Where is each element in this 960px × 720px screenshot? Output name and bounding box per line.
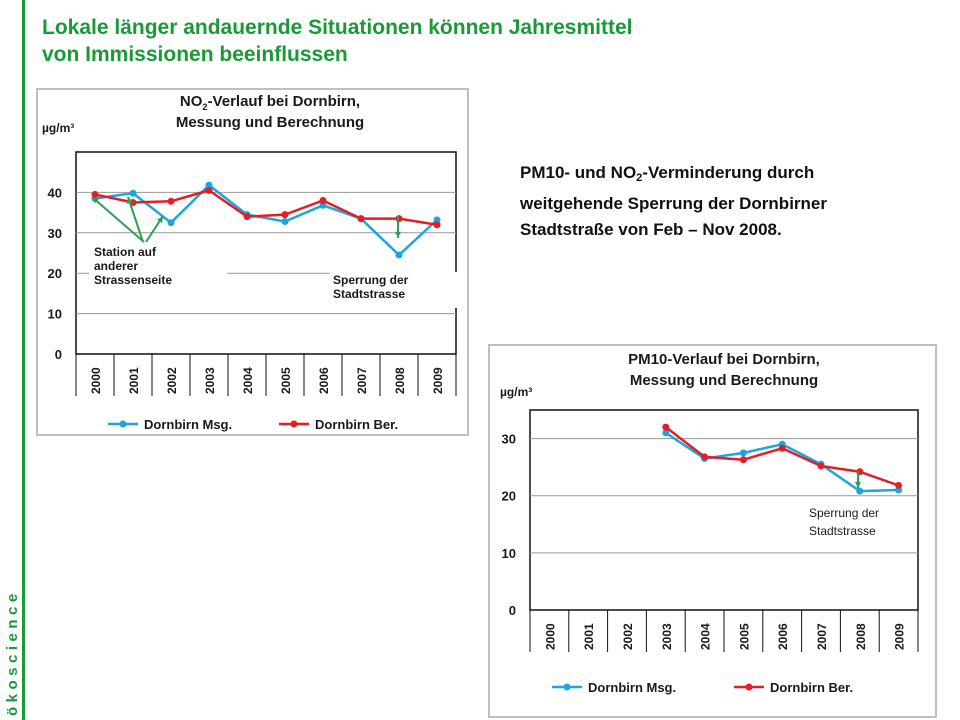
annotation-box-closure xyxy=(330,272,458,308)
x-tick-label: 2000 xyxy=(89,367,103,394)
side-description: PM10- und NO2-Verminderung durch weitgeh… xyxy=(520,160,910,243)
annotation-arrow-2008-head xyxy=(394,231,402,238)
data-point-dornbirn-msg xyxy=(319,201,327,209)
x-tick-label: 2006 xyxy=(317,367,331,394)
annotation-closure-line-1: Sperrung der xyxy=(333,273,409,287)
data-point-dornbirn-ber xyxy=(739,456,747,464)
annotation-arrow-2001 xyxy=(127,196,144,243)
x-tick-label: 2005 xyxy=(279,367,293,394)
data-point-dornbirn-msg xyxy=(395,251,403,259)
data-point-dornbirn-ber xyxy=(433,221,441,229)
x-tick-label: 2002 xyxy=(621,623,635,650)
x-tick-label: 2003 xyxy=(660,623,674,650)
annotation-arrow-2002-head xyxy=(157,216,163,223)
series-line-dornbirn-msg xyxy=(94,183,438,257)
y-tick-label: 10 xyxy=(48,307,62,322)
data-point-dornbirn-ber xyxy=(319,196,327,204)
y-tick-label: 30 xyxy=(502,432,516,447)
legend-label-dornbirn-ber: Dornbirn Ber. xyxy=(315,417,398,432)
x-tick-label: 2004 xyxy=(241,367,255,394)
x-tick-label: 2003 xyxy=(203,367,217,394)
data-point-dornbirn-msg xyxy=(739,449,747,457)
chart-title-line-2: Messung und Berechnung xyxy=(176,114,364,131)
data-point-dornbirn-ber xyxy=(91,190,99,198)
pm10-chart: PM10-Verlauf bei Dornbirn, Messung und Be… xyxy=(488,344,937,718)
x-tick-label: 2006 xyxy=(776,623,790,650)
x-tick-label: 2008 xyxy=(854,623,868,650)
series-line-dornbirn-ber xyxy=(94,189,438,226)
chart-unit-label: µg/m³ xyxy=(500,385,532,399)
data-point-dornbirn-ber xyxy=(167,197,175,205)
annotation-pm10-closure-line-2: Stadtstrasse xyxy=(809,524,876,538)
x-tick-label: 2005 xyxy=(737,623,751,650)
x-tick-label: 2007 xyxy=(815,623,829,650)
y-tick-label: 0 xyxy=(55,347,62,362)
slide-title-line-1: Lokale länger andauernde Situationen kön… xyxy=(42,16,633,39)
y-tick-label: 40 xyxy=(48,185,62,200)
legend-marker-dornbirn-ber xyxy=(745,683,753,691)
legend-label-dornbirn-msg: Dornbirn Msg. xyxy=(144,417,232,432)
x-tick-label: 2008 xyxy=(393,367,407,394)
y-tick-label: 20 xyxy=(502,489,516,504)
plot-area xyxy=(75,151,457,355)
y-tick-label: 0 xyxy=(509,603,516,618)
annotation-arrow-2000-head xyxy=(92,197,99,204)
x-tick-label: 2002 xyxy=(165,367,179,394)
data-point-dornbirn-ber xyxy=(205,186,213,194)
data-point-dornbirn-msg xyxy=(662,429,670,437)
brand-name: ökoscience xyxy=(4,589,21,716)
x-tick-label: 2004 xyxy=(699,623,713,650)
data-point-dornbirn-ber xyxy=(357,215,365,223)
chart-title-line-2: Messung und Berechnung xyxy=(630,372,818,389)
annotation-station-line-3: Strassenseite xyxy=(94,273,172,287)
y-tick-label: 30 xyxy=(48,226,62,241)
x-tick-label: 2001 xyxy=(582,623,596,650)
legend-marker-dornbirn-msg xyxy=(119,420,127,428)
data-point-dornbirn-ber xyxy=(817,462,825,470)
data-point-dornbirn-ber xyxy=(243,213,251,221)
chart-title-line-1: PM10-Verlauf bei Dornbirn, xyxy=(628,351,820,368)
data-point-dornbirn-ber xyxy=(281,211,289,219)
chart-title-line-1: NO2-Verlauf bei Dornbirn, xyxy=(180,93,360,112)
plot-area xyxy=(529,409,919,611)
y-tick-label: 20 xyxy=(48,266,62,281)
brand-bar xyxy=(22,0,25,720)
annotation-closure-line-2: Stadtstrasse xyxy=(333,287,405,301)
x-tick-label: 2007 xyxy=(355,367,369,394)
annotation-arrow-2001-head xyxy=(127,197,133,204)
data-point-dornbirn-ber xyxy=(895,481,903,489)
data-point-dornbirn-msg xyxy=(433,216,441,224)
no2-chart: NO2-Verlauf bei Dornbirn, Messung und Ber… xyxy=(36,88,469,436)
slide-title: Lokale länger andauernde Situationen kön… xyxy=(42,14,842,68)
annotation-station-line-1: Station auf xyxy=(94,245,157,259)
x-tick-label: 2001 xyxy=(127,367,141,394)
legend-label-dornbirn-ber: Dornbirn Ber. xyxy=(770,680,853,695)
y-tick-label: 10 xyxy=(502,546,516,561)
chart-unit-label: µg/m³ xyxy=(42,121,74,135)
data-point-dornbirn-msg xyxy=(856,487,864,495)
data-point-dornbirn-msg xyxy=(205,181,213,189)
annotation-arrow-pm10-2008-head xyxy=(854,481,862,488)
annotation-box-station xyxy=(89,242,227,298)
data-point-dornbirn-msg xyxy=(129,189,137,197)
data-point-dornbirn-ber xyxy=(778,444,786,452)
data-point-dornbirn-msg xyxy=(167,219,175,227)
x-tick-label: 2009 xyxy=(893,623,907,650)
slide-title-line-2: von Immissionen beeinflussen xyxy=(42,43,348,66)
data-point-dornbirn-msg xyxy=(281,217,289,225)
annotation-station-line-2: anderer xyxy=(94,259,138,273)
x-tick-label: 2009 xyxy=(431,367,445,394)
side-text-part-1: PM10- und NO xyxy=(520,163,637,182)
x-tick-label: 2000 xyxy=(543,623,557,650)
data-point-dornbirn-ber xyxy=(662,423,670,431)
side-text-part-2: -Verminderung durch weitgehende Sperrung… xyxy=(520,163,827,239)
side-text-subscript: 2 xyxy=(636,172,643,184)
brand-logo: ökoscience xyxy=(4,589,21,716)
legend-marker-dornbirn-msg xyxy=(563,683,571,691)
annotation-arrow-2000 xyxy=(91,196,145,243)
legend-label-dornbirn-msg: Dornbirn Msg. xyxy=(588,680,676,695)
annotation-pm10-closure-line-1: Sperrung der xyxy=(809,506,879,520)
legend-marker-dornbirn-ber xyxy=(290,420,298,428)
data-point-dornbirn-ber xyxy=(701,453,709,461)
